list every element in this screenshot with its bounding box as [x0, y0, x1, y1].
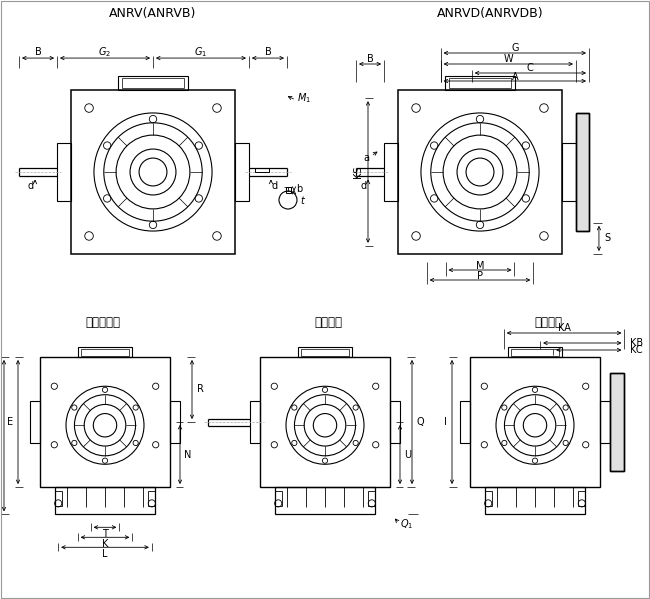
Text: P: P — [477, 271, 483, 281]
Text: B: B — [367, 54, 374, 64]
Text: T: T — [102, 530, 108, 539]
Bar — [235, 143, 249, 201]
Bar — [368, 491, 376, 506]
Bar — [384, 143, 398, 201]
Bar — [576, 113, 589, 231]
Text: U: U — [404, 449, 411, 459]
Bar — [485, 487, 586, 515]
Bar — [470, 357, 600, 487]
Bar — [445, 76, 515, 90]
Text: W: W — [504, 54, 513, 64]
Text: d: d — [361, 181, 367, 191]
Text: t: t — [300, 196, 304, 206]
Bar — [610, 373, 625, 471]
Text: KS: KS — [353, 166, 363, 179]
Bar — [512, 349, 558, 356]
Bar — [81, 349, 129, 356]
Text: G: G — [511, 43, 519, 53]
Bar — [285, 187, 291, 192]
Text: $Q_1$: $Q_1$ — [400, 518, 413, 531]
Bar — [79, 347, 132, 357]
Text: $G_2$: $G_2$ — [99, 45, 112, 59]
Text: K: K — [102, 539, 108, 549]
Bar — [460, 401, 470, 443]
Bar — [170, 401, 181, 443]
Bar — [274, 487, 376, 515]
Bar — [250, 401, 260, 443]
Text: S: S — [604, 234, 610, 243]
Bar — [118, 76, 188, 90]
Bar — [40, 357, 170, 487]
Text: A: A — [512, 72, 518, 82]
Text: E: E — [7, 417, 13, 427]
Text: ANRVD(ANRVDB): ANRVD(ANRVDB) — [437, 7, 543, 20]
Bar — [55, 487, 155, 515]
Text: M: M — [476, 261, 484, 271]
Bar — [122, 78, 184, 88]
Bar — [398, 90, 562, 254]
Text: $G_1$: $G_1$ — [194, 45, 207, 59]
Text: b: b — [296, 184, 302, 194]
Bar — [274, 491, 281, 506]
Text: Q: Q — [416, 417, 424, 427]
Text: d: d — [28, 181, 34, 191]
Text: 空心轴安装: 空心轴安装 — [86, 316, 120, 328]
Text: d: d — [272, 181, 278, 191]
Text: KB: KB — [630, 338, 644, 348]
Bar — [148, 491, 155, 506]
Text: R: R — [196, 385, 203, 395]
Text: B: B — [265, 47, 271, 57]
Bar — [610, 373, 625, 471]
Bar — [260, 357, 390, 487]
Bar — [562, 143, 576, 201]
Text: 法兰安装: 法兰安装 — [534, 316, 562, 328]
Bar — [578, 491, 586, 506]
Bar — [600, 401, 610, 443]
Text: 底脚安装: 底脚安装 — [314, 316, 342, 328]
Text: $M_1$: $M_1$ — [297, 91, 311, 105]
Bar — [576, 113, 589, 231]
Text: I: I — [443, 417, 447, 427]
Bar — [508, 347, 562, 357]
Text: N: N — [185, 449, 192, 459]
Text: KA: KA — [558, 323, 571, 333]
Text: B: B — [34, 47, 42, 57]
Text: ANRV(ANRVB): ANRV(ANRVB) — [109, 7, 197, 20]
Text: C: C — [527, 63, 534, 73]
Bar — [298, 347, 352, 357]
Bar — [71, 90, 235, 254]
Bar — [449, 78, 511, 88]
Bar — [485, 491, 492, 506]
Text: L: L — [102, 549, 108, 559]
Text: a: a — [363, 153, 369, 163]
Bar — [57, 143, 71, 201]
Bar — [30, 401, 40, 443]
Bar — [390, 401, 400, 443]
Bar — [302, 349, 348, 356]
Text: KC: KC — [630, 345, 643, 355]
Bar — [255, 168, 269, 172]
Bar — [55, 491, 62, 506]
